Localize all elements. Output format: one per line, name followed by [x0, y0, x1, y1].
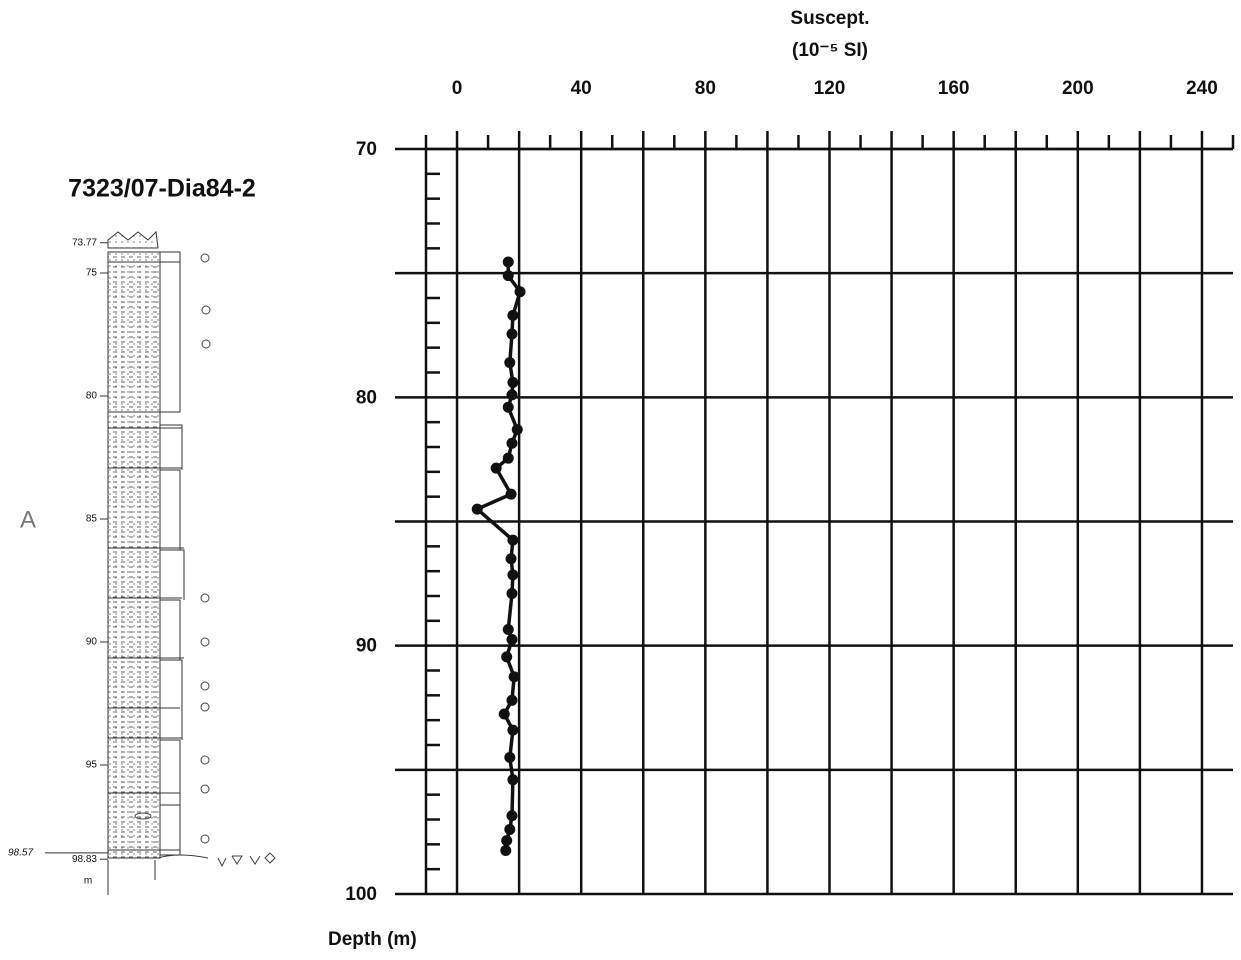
x-tick-label: 40 — [571, 78, 592, 99]
base-label: 98.57 — [8, 847, 33, 858]
data-point — [504, 357, 516, 369]
panel-label: A — [20, 506, 36, 533]
data-point — [502, 452, 514, 464]
data-point — [506, 694, 518, 706]
y-tick-label: 90 — [356, 636, 377, 657]
depth-label: 75 — [86, 268, 98, 279]
lithology-column — [107, 230, 276, 895]
data-point — [502, 401, 514, 413]
data-point — [507, 534, 519, 546]
data-point — [490, 462, 502, 474]
data-point — [505, 553, 517, 565]
data-point — [508, 671, 520, 683]
column-title: 7323/07-Dia84-2 — [68, 175, 256, 203]
data-point — [506, 588, 518, 600]
data-point — [502, 624, 514, 636]
data-point — [506, 437, 518, 449]
data-point — [504, 823, 516, 835]
data-point — [507, 376, 519, 388]
data-point — [502, 270, 514, 282]
data-point — [506, 810, 518, 822]
depth-label: 85 — [86, 514, 98, 525]
data-point — [502, 256, 514, 268]
depth-label: 73.77 — [72, 237, 97, 248]
data-point — [498, 708, 510, 720]
x-tick-label: 80 — [695, 78, 716, 99]
depth-label: 95 — [86, 760, 98, 771]
y-tick-label: 70 — [356, 139, 377, 160]
data-point — [504, 751, 516, 763]
data-point — [471, 503, 483, 515]
data-point — [507, 774, 519, 786]
data-point — [511, 424, 523, 436]
data-point — [506, 389, 518, 401]
x-tick-label: 160 — [938, 78, 970, 99]
data-point — [501, 835, 513, 847]
data-point — [507, 569, 519, 581]
depth-label: 98.83 — [72, 854, 97, 865]
x-tick-label: 200 — [1062, 78, 1094, 99]
x-axis-label: Suscept. — [790, 8, 869, 29]
x-tick-label: 120 — [814, 78, 846, 99]
depth-label: 90 — [86, 637, 98, 648]
x-tick-label: 240 — [1186, 78, 1218, 99]
data-point — [506, 633, 518, 645]
data-point — [505, 488, 517, 500]
y-tick-label: 100 — [345, 884, 377, 905]
x-axis-unit: (10⁻⁵ SI) — [792, 40, 868, 61]
depth-label: 80 — [86, 391, 98, 402]
y-axis-label: Depth (m) — [328, 929, 417, 950]
data-point — [507, 309, 519, 321]
data-point — [500, 845, 512, 857]
y-tick-label: 80 — [356, 387, 377, 408]
column-unit: m — [84, 876, 92, 887]
data-point — [501, 651, 513, 663]
data-point — [506, 328, 518, 340]
x-tick-label: 0 — [452, 78, 463, 99]
data-point — [507, 724, 519, 736]
data-point — [514, 286, 526, 298]
